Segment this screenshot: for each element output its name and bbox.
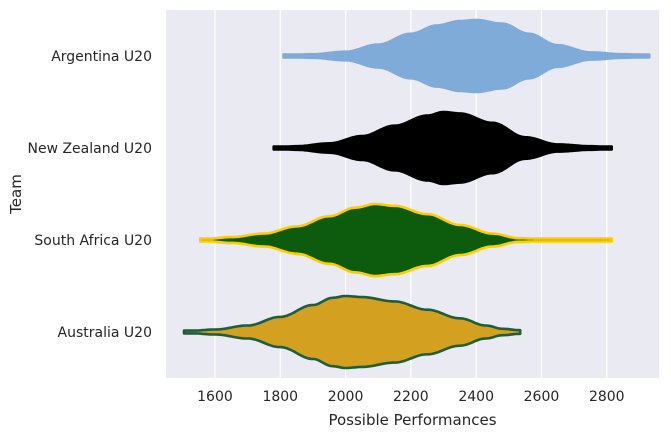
violin-new-zealand-u20 [272,110,613,186]
y-tick-label: Australia U20 [58,325,152,341]
x-tick-label: 1800 [262,389,298,405]
y-tick-labels: Argentina U20 New Zealand U20 South Africa… [27,49,152,341]
y-axis-label: Team [7,174,25,215]
x-tick-labels: 1600 1800 2000 2200 2400 2600 2800 [197,389,624,405]
x-tick-label: 2800 [589,389,625,405]
x-tick-label: 2600 [524,389,560,405]
y-tick-label: Argentina U20 [51,49,152,65]
x-tick-label: 2400 [458,389,494,405]
x-tick-label: 1600 [197,389,233,405]
x-tick-label: 2000 [328,389,364,405]
violin-argentina-u20 [282,18,651,94]
y-tick-label: South Africa U20 [34,233,152,249]
violin-australia-u20 [182,294,522,370]
x-tick-label: 2200 [393,389,429,405]
violin-south-africa-u20 [199,202,613,278]
violins [182,18,651,370]
x-axis-label: Possible Performances [328,411,496,429]
y-tick-label: New Zealand U20 [27,141,152,157]
